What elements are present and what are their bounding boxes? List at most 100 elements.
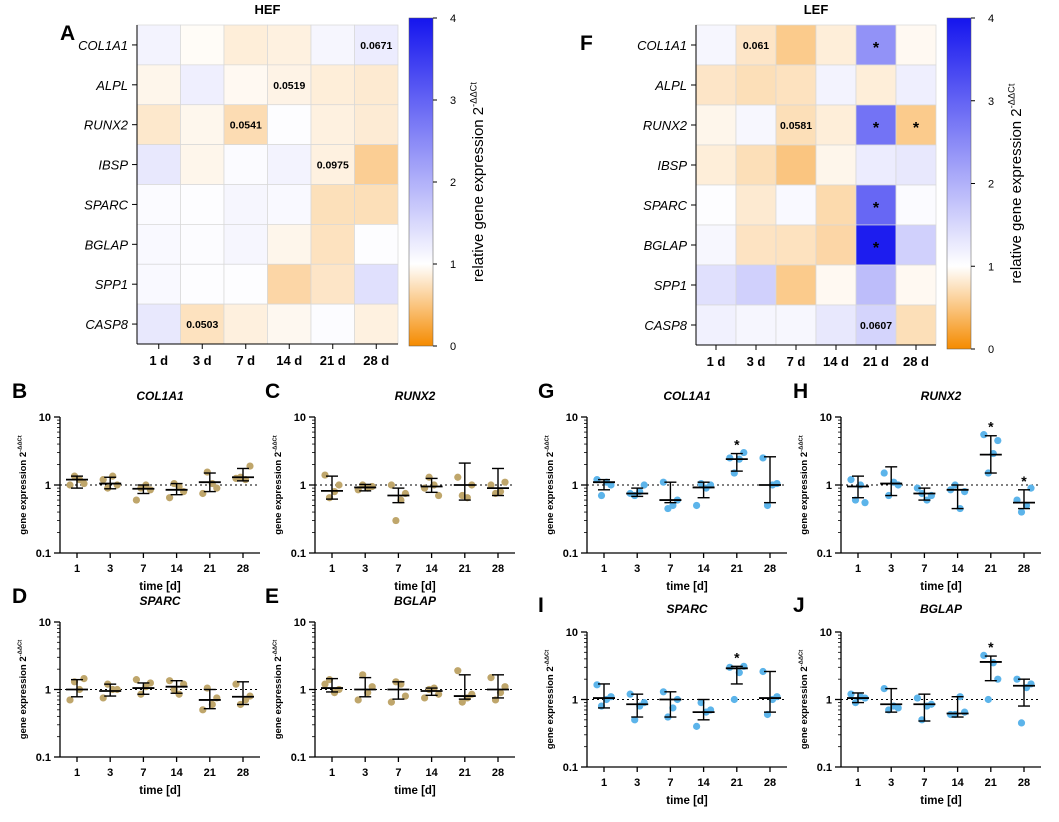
scatter-panel-b: COL1A1 10 1 0.1 1 3 7 14 21 28 time [d] gene expres… [18, 389, 260, 593]
x-tick-label: 7 [140, 563, 146, 575]
scatter-panel-g: COL1A1 10 1 0.1 1 3 7 14 21 28 time [d] gene expres… [545, 389, 787, 593]
data-point [487, 481, 495, 489]
heatmap-cell [815, 184, 857, 226]
x-tick-label: 21 [731, 563, 743, 575]
x-tick-label: 3 [634, 563, 640, 575]
heatmap-cell [775, 304, 817, 346]
heatmap-cell [855, 264, 897, 306]
data-point [861, 499, 869, 507]
data-point [593, 681, 601, 689]
heatmap-cell [815, 264, 857, 306]
scatter-panel-e: BGLAP 10 1 0.1 1 3 7 14 21 28 time [d] gene express… [273, 594, 515, 797]
heatmap-cell [695, 304, 737, 346]
heatmap-row-label: BGLAP [85, 237, 129, 252]
x-tick-label: 21 [204, 767, 216, 779]
heatmap-col-label: 3 d [747, 354, 766, 369]
heatmap-cell [815, 64, 857, 106]
heatmap-cell [223, 104, 268, 145]
x-tick-label: 28 [492, 563, 504, 575]
x-axis-label: time [d] [394, 581, 436, 593]
x-tick-label: 1 [74, 767, 80, 779]
x-tick-label: 1 [855, 777, 861, 789]
heatmap-cell [180, 224, 225, 265]
colorbar [946, 17, 972, 350]
x-tick-label: 1 [74, 563, 80, 575]
heatmap-row-label: IBSP [98, 158, 128, 173]
data-point [640, 481, 648, 489]
heatmap-row-label: ALPL [654, 78, 687, 93]
heatmap-row-label: SPP1 [95, 277, 128, 292]
data-point [597, 491, 606, 500]
data-point [213, 484, 221, 492]
panel-letter-c: C [265, 380, 280, 403]
x-tick-label: 14 [951, 777, 964, 789]
panel-letter-g: G [538, 380, 554, 403]
y-tick-label: 1 [826, 480, 832, 492]
data-point [132, 496, 140, 504]
heatmap-cell [815, 144, 857, 186]
data-point [894, 481, 902, 489]
heatmap-col-label: 1 d [149, 353, 168, 368]
heatmap-row-label: IBSP [657, 158, 687, 173]
x-tick-label: 28 [237, 767, 249, 779]
heatmap-cell [223, 144, 268, 185]
heatmap-cell [735, 224, 777, 266]
data-point [763, 501, 772, 510]
y-axis-label: gene expression 2-ΔΔCt [18, 640, 29, 740]
x-tick-label: 21 [459, 767, 471, 779]
data-point [847, 690, 855, 698]
x-tick-label: 14 [170, 563, 183, 575]
significance-marker: * [988, 639, 994, 655]
data-point [669, 501, 677, 510]
y-tick-label: 0.1 [36, 752, 51, 764]
y-tick-label: 10 [294, 412, 306, 424]
y-tick-label: 1 [45, 480, 51, 492]
x-tick-label: 28 [1018, 563, 1030, 575]
scatter-panel-h: RUNX2 10 1 0.1 1 3 7 14 21 28 time [d] gene express… [799, 389, 1041, 593]
heatmap-f: LEF COL1A1 ALPL RUNX2 IBSP SPARC BGLAP SPP1 CASP… [637, 2, 1025, 369]
heatmap-cell [354, 263, 399, 305]
x-tick-label: 3 [362, 767, 368, 779]
x-tick-label: 14 [951, 563, 964, 575]
heatmap-col-label: 14 d [276, 353, 302, 368]
x-tick-label: 7 [395, 767, 401, 779]
heatmap-cell [136, 224, 181, 265]
data-point [387, 698, 395, 706]
heatmap-col-label: 7 d [236, 353, 255, 368]
data-point [693, 501, 701, 510]
y-tick-label: 10 [566, 412, 578, 424]
heatmap-cell [310, 303, 355, 345]
heatmap-cell [735, 64, 777, 106]
panel-letter-a: A [60, 22, 75, 45]
heatmap-cell [267, 24, 312, 66]
heatmap-cell [855, 64, 897, 106]
scatter-title: SPARC [139, 594, 180, 608]
colorbar-tick-label: 1 [988, 261, 994, 273]
y-axis-label: gene expression 2-ΔΔCt [545, 435, 556, 535]
data-point [66, 696, 74, 704]
data-point [626, 690, 634, 698]
heatmap-row-label: SPARC [643, 198, 687, 213]
heatmap-cell [895, 24, 937, 66]
x-tick-label: 7 [667, 777, 673, 789]
heatmap-cell [180, 24, 225, 66]
y-tick-label: 0.1 [563, 762, 578, 774]
heatmap-annotation: 0.0541 [230, 120, 262, 132]
data-point [387, 481, 395, 489]
data-point [364, 688, 372, 697]
x-tick-label: 3 [107, 767, 113, 779]
data-point [740, 448, 748, 457]
heatmap-title: HEF [255, 2, 281, 17]
heatmap-cell [310, 104, 355, 145]
panel-letter-i: I [538, 594, 544, 617]
heatmap-cell [815, 24, 857, 66]
heatmap-col-label: 28 d [903, 354, 929, 369]
heatmap-cell [735, 184, 777, 226]
x-tick-label: 3 [107, 563, 113, 575]
heatmap-cell [735, 144, 777, 186]
heatmap-cell [310, 64, 355, 106]
panel-letter-d: D [12, 585, 27, 608]
data-point [80, 479, 88, 488]
heatmap-annotation: 0.0581 [780, 120, 812, 132]
y-tick-label: 0.1 [563, 548, 578, 560]
